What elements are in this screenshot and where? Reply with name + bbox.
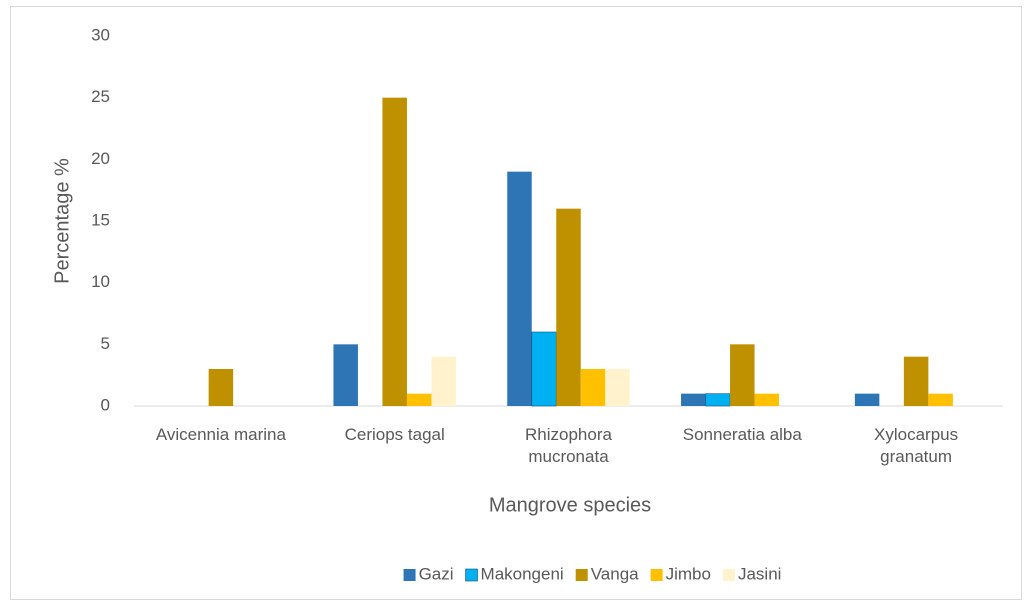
legend-label: Jasini (738, 564, 781, 583)
bar (531, 331, 557, 407)
bar (854, 393, 880, 406)
y-tick-label: 30 (91, 25, 110, 44)
bar (406, 393, 432, 406)
legend-swatch (575, 569, 588, 581)
bar (333, 344, 358, 406)
legend-label: Jimbo (666, 564, 711, 583)
y-axis-title: Percentage % (51, 158, 73, 284)
y-tick-label: 20 (91, 149, 110, 168)
y-tick-label: 25 (91, 87, 110, 106)
bar (730, 344, 755, 406)
y-tick-label: 10 (91, 272, 110, 291)
x-tick-label: Xylocarpus granatum (874, 425, 959, 466)
x-axis-title: Mangrove species (489, 494, 651, 516)
bar (754, 393, 780, 406)
y-tick-label: 15 (91, 210, 110, 229)
bar (382, 97, 407, 407)
bar (507, 171, 532, 406)
bar (705, 393, 731, 407)
bar (556, 208, 581, 406)
legend-label: Vanga (591, 564, 639, 583)
bar (681, 393, 706, 406)
legend-swatch (650, 569, 663, 581)
bar (580, 369, 606, 406)
legend-swatch (465, 568, 478, 582)
bar (431, 356, 456, 406)
bar (605, 369, 630, 406)
x-tick-label: Avicennia marina (155, 425, 286, 444)
legend-swatch (722, 569, 735, 581)
y-tick-label: 0 (101, 395, 110, 414)
bar (208, 369, 234, 406)
legend-swatch (403, 569, 416, 581)
bar (928, 393, 953, 406)
x-tick-label: Ceriops tagal (344, 425, 445, 444)
bar (903, 356, 929, 406)
y-tick-label: 5 (101, 334, 110, 353)
legend-label: Makongeni (481, 564, 564, 583)
x-tick-label: Rhizophora mucronata (525, 425, 612, 466)
x-tick-label: Sonneratia alba (682, 425, 802, 444)
legend-label: Gazi (419, 564, 454, 583)
